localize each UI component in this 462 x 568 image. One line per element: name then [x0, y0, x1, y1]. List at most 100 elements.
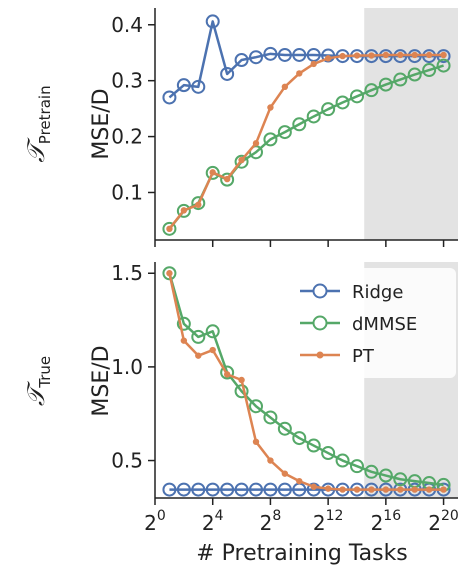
shaded-region [364, 8, 458, 240]
data-point-ridge [234, 52, 249, 67]
data-point-pt [324, 485, 332, 492]
data-point-pt [353, 486, 361, 493]
data-point-pt [296, 477, 303, 485]
data-point-dmmse [393, 72, 408, 87]
data-point-dmmse [162, 266, 177, 281]
data-point-dmmse [263, 410, 278, 425]
data-point-dmmse [234, 154, 249, 169]
data-point-pt [324, 55, 332, 62]
data-point-pt [440, 51, 447, 59]
data-point-dmmse [277, 125, 292, 140]
data-point-ridge [234, 482, 249, 497]
data-point-ridge [220, 66, 235, 81]
y-tick-label: 0.2 [111, 125, 143, 149]
legend-label-pt: PT [352, 346, 375, 367]
data-point-dmmse [162, 221, 177, 236]
data-point-pt [223, 175, 231, 183]
y-axis-label-true: MSE/D [89, 345, 114, 416]
data-point-ridge [263, 46, 278, 61]
data-point-pt [411, 486, 418, 493]
data-point-dmmse [350, 89, 364, 104]
data-point-dmmse [335, 453, 350, 468]
data-point-dmmse [364, 83, 379, 98]
y-tick-label: 0.3 [111, 69, 143, 93]
data-point-dmmse [306, 438, 321, 453]
data-point-ridge [162, 482, 177, 497]
data-point-dmmse [205, 165, 220, 180]
data-point-pt [382, 51, 390, 59]
data-point-pt [180, 207, 188, 214]
data-point-pt [209, 169, 216, 176]
data-point-pt [382, 486, 390, 493]
data-point-pt [195, 201, 202, 208]
row-label-pretrain: 𝒯Pretrain [22, 85, 54, 162]
data-point-pt [223, 371, 231, 378]
data-point-pt [238, 376, 245, 384]
legend-frame [290, 268, 456, 378]
data-point-pt [166, 225, 173, 233]
legend-marker-pt [316, 351, 324, 359]
data-point-dmmse [191, 196, 206, 211]
data-point-pt [397, 51, 404, 59]
data-point-pt [339, 52, 346, 60]
data-point-ridge [249, 50, 263, 65]
data-point-pt [425, 51, 433, 59]
data-point-pt [310, 60, 317, 68]
data-point-ridge [176, 482, 191, 497]
data-point-pt [281, 83, 289, 91]
data-point-ridge [205, 14, 220, 29]
data-point-dmmse [292, 117, 307, 132]
data-point-dmmse [378, 77, 393, 92]
data-point-dmmse [378, 468, 393, 483]
y-tick-label: 0.4 [111, 13, 143, 37]
data-point-dmmse [277, 421, 292, 436]
y-tick-label: 1.0 [111, 355, 143, 379]
data-point-pt [252, 438, 260, 446]
data-point-dmmse [393, 472, 408, 487]
data-point-pt [368, 52, 375, 59]
data-point-ridge [205, 482, 220, 497]
data-point-dmmse [306, 109, 321, 124]
data-point-dmmse [407, 67, 422, 82]
data-point-ridge [162, 90, 177, 105]
data-point-ridge [263, 482, 278, 497]
x-tick-label: 220 [428, 508, 459, 535]
x-axis-label: # Pretraining Tasks [196, 541, 408, 566]
data-point-dmmse [321, 446, 336, 461]
data-point-pt [440, 486, 447, 493]
y-tick-label: 1.5 [111, 261, 143, 285]
data-point-ridge [321, 48, 336, 63]
data-point-ridge [191, 79, 206, 94]
data-point-pt [267, 457, 274, 464]
data-point-dmmse [292, 431, 307, 446]
data-point-pt [180, 337, 188, 344]
data-point-pt [368, 486, 375, 493]
y-axis-label-pretrain: MSE/D [89, 88, 114, 159]
data-point-ridge [176, 78, 191, 93]
data-point-dmmse [220, 172, 235, 187]
x-tick-label: 216 [371, 508, 402, 535]
data-point-pt [339, 486, 346, 493]
y-tick-label: 0.5 [111, 449, 143, 473]
x-tick-label: 20 [144, 508, 166, 535]
x-tick-label: 24 [202, 508, 224, 535]
data-point-dmmse [249, 399, 263, 414]
data-point-pt [353, 52, 361, 59]
data-point-dmmse [350, 459, 364, 474]
data-point-pt [310, 483, 317, 490]
x-tick-label: 212 [313, 508, 344, 535]
row-label-true: 𝒯True [22, 356, 54, 406]
data-point-ridge [277, 47, 292, 62]
data-point-pt [267, 104, 274, 111]
data-point-dmmse [176, 203, 191, 218]
data-point-pt [296, 70, 303, 77]
legend-label-dmmse: dMMSE [352, 314, 417, 335]
data-point-dmmse [436, 58, 451, 73]
data-point-dmmse [263, 132, 278, 147]
y-tick-label: 0.1 [111, 180, 143, 204]
legend: Ridge dMMSE PT [290, 268, 456, 378]
data-point-pt [195, 352, 202, 359]
data-point-pt [209, 346, 216, 354]
data-point-pt [425, 486, 433, 493]
data-point-pt [166, 270, 173, 277]
